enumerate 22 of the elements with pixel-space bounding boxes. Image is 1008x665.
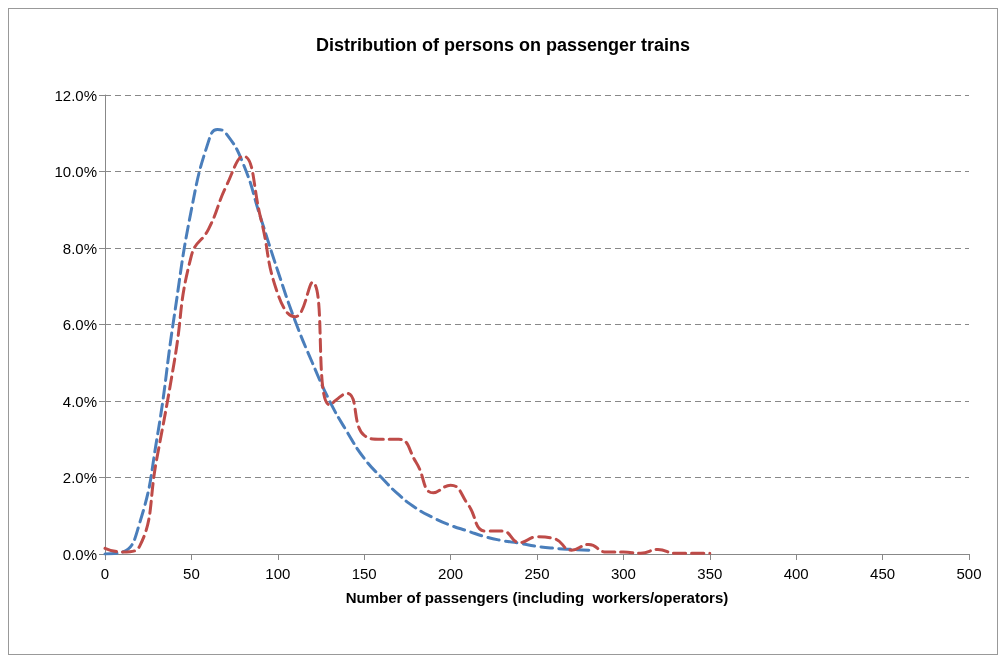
x-tick-label: 350	[697, 565, 723, 582]
x-axis-title: Number of passengers (including workers/operators)	[345, 589, 729, 606]
y-tick-label: 2.0%	[62, 469, 97, 486]
chart-title: Distribution of persons on passenger trains	[315, 35, 691, 55]
x-tick-label: 200	[438, 565, 464, 582]
line-series	[103, 154, 712, 555]
x-tick-label: 50	[183, 565, 200, 582]
y-tick-label: 10.0%	[54, 163, 97, 180]
y-tick-label: 6.0%	[62, 316, 97, 333]
y-tick-label: 12.0%	[54, 86, 97, 104]
x-tick-label: 150	[351, 565, 377, 582]
x-tick-label: 0	[100, 565, 110, 582]
y-tick-label: 8.0%	[62, 239, 97, 257]
x-tick-label: 400	[783, 565, 809, 582]
x-tick-label: 250	[524, 565, 550, 582]
x-tick-label: 300	[610, 565, 636, 582]
y-tick-label: 4.0%	[62, 392, 97, 410]
x-tick-label: 450	[870, 565, 896, 582]
x-tick-label: 500	[956, 565, 982, 582]
x-tick-label: 100	[265, 565, 291, 582]
line-series	[103, 127, 591, 556]
y-tick-label: 0.0%	[62, 545, 97, 563]
